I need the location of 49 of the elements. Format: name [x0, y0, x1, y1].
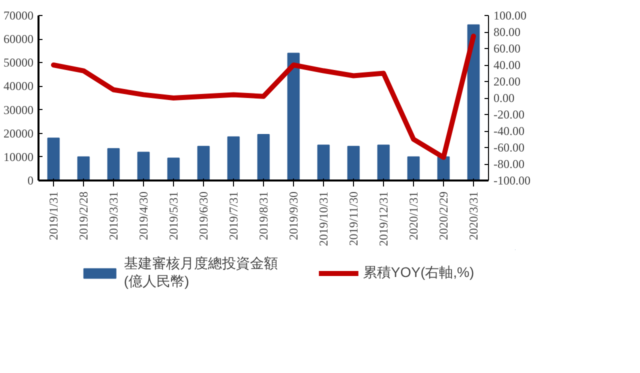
- legend-label: 基建審核月度總投資金額 (億人民幣): [124, 255, 278, 291]
- y-tick-label: 70000: [4, 8, 34, 22]
- x-tick-label: 2019/3/31: [106, 191, 120, 240]
- legend-label: 累積YOY(右軸,%): [362, 264, 474, 282]
- bar: [167, 158, 180, 180]
- x-tick-label: 2019/7/31: [226, 191, 240, 240]
- bar: [377, 144, 390, 180]
- x-tick-label: 2019/10/31: [316, 191, 330, 246]
- y2-tick-label: -40.00: [494, 124, 524, 138]
- x-tick-label: 2019/1/31: [46, 191, 60, 240]
- y-tick-label: 10000: [4, 150, 34, 164]
- bar: [107, 148, 120, 180]
- y2-tick-label: -60.00: [494, 140, 524, 154]
- bar: [227, 136, 240, 180]
- x-tick-label: 2019/9/30: [286, 191, 300, 240]
- x-tick-label: 2019/8/31: [256, 191, 270, 240]
- bar: [317, 144, 330, 180]
- bar: [77, 156, 90, 180]
- x-tick-label: 2020/2/29: [436, 191, 450, 240]
- y2-tick-label: -80.00: [494, 157, 524, 171]
- y2-tick-label: 20.00: [494, 74, 520, 88]
- x-tick-label: 2019/5/31: [166, 191, 180, 240]
- bar: [137, 152, 150, 180]
- y2-tick-label: 80.00: [494, 25, 520, 39]
- y2-tick-label: 0.00: [494, 91, 514, 105]
- bar: [257, 134, 270, 180]
- x-tick-label: 2019/4/30: [136, 191, 150, 240]
- y-tick-label: 30000: [4, 102, 34, 117]
- y2-tick-label: 60.00: [494, 42, 520, 56]
- bar: [287, 52, 300, 180]
- x-tick-label: 2019/2/28: [76, 191, 90, 240]
- y2-tick-label: 100.00: [494, 8, 526, 22]
- x-tick-label: 2020/1/31: [406, 191, 420, 240]
- x-tick-label: 2019/11/30: [346, 191, 360, 246]
- y-tick-label: 50000: [4, 56, 34, 70]
- bar: [47, 138, 60, 180]
- bar: [407, 156, 420, 180]
- y-tick-label: 20000: [4, 126, 34, 140]
- x-tick-label: 2019/12/31: [376, 191, 390, 246]
- y2-tick-label: -100.00: [494, 174, 530, 188]
- y2-tick-label: 40.00: [494, 58, 520, 72]
- y-tick-label: 0: [28, 174, 34, 188]
- bar: [197, 146, 210, 180]
- x-tick-label: 2020/3/31: [466, 191, 480, 240]
- x-tick-label: 2019/6/30: [196, 191, 210, 240]
- y-tick-label: 40000: [4, 79, 34, 94]
- bar: [347, 146, 360, 180]
- y-tick-label: 60000: [4, 32, 34, 46]
- y2-tick-label: -20.00: [494, 108, 524, 122]
